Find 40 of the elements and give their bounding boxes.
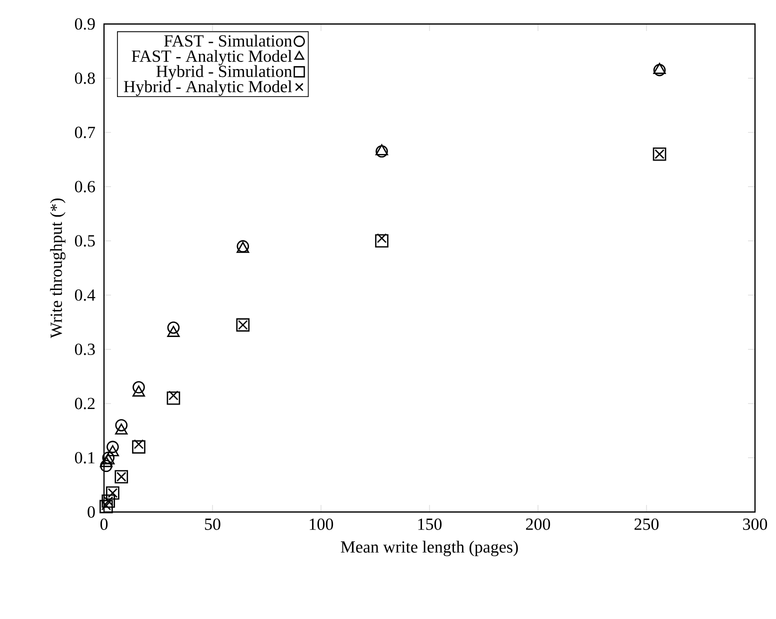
point bbox=[132, 386, 146, 397]
y-axis-title: Write throughput (*) bbox=[50, 198, 66, 338]
point bbox=[106, 445, 119, 456]
y-tick-label: 0.3 bbox=[74, 344, 95, 356]
x-tick-label: 200 bbox=[526, 518, 550, 530]
x-tick-label: 150 bbox=[418, 518, 442, 530]
legend-label: Hybrid - Simulation bbox=[156, 65, 292, 81]
point bbox=[166, 391, 180, 405]
y-tick-label: 0.9 bbox=[74, 18, 95, 30]
x-axis-title: Mean write length (pages) bbox=[340, 540, 518, 556]
x-tick-label: 50 bbox=[205, 518, 220, 530]
point bbox=[376, 233, 387, 244]
x-tick-label: 0 bbox=[100, 518, 108, 530]
point bbox=[653, 64, 666, 76]
y-tick-label: 0 bbox=[88, 506, 95, 518]
x-tick-label: 100 bbox=[310, 518, 334, 530]
point bbox=[167, 321, 180, 334]
point bbox=[376, 145, 388, 158]
x-tick-label: 250 bbox=[634, 518, 659, 530]
point bbox=[100, 456, 112, 468]
y-tick-label: 0.7 bbox=[74, 126, 96, 138]
point bbox=[375, 234, 388, 248]
y-tick-label: 0.1 bbox=[74, 452, 94, 464]
point bbox=[168, 390, 178, 400]
point bbox=[115, 424, 128, 435]
y-tick-label: 0.5 bbox=[74, 235, 95, 247]
point bbox=[132, 440, 146, 454]
point bbox=[100, 460, 112, 472]
point bbox=[132, 381, 145, 394]
legend-label: FAST - Analytic Model bbox=[132, 50, 292, 66]
y-tick-label: 0.4 bbox=[74, 289, 96, 301]
point bbox=[134, 439, 144, 450]
point bbox=[115, 419, 128, 432]
y-tick-label: 0.6 bbox=[74, 180, 95, 192]
y-tick-label: 0.8 bbox=[74, 72, 95, 84]
point bbox=[106, 440, 119, 454]
y-tick-label: 0.2 bbox=[74, 398, 95, 410]
legend-label: FAST - Simulation bbox=[164, 34, 292, 47]
legend-label: Hybrid - Analytic Model bbox=[124, 80, 292, 96]
x-tick-label: 300 bbox=[743, 518, 768, 530]
